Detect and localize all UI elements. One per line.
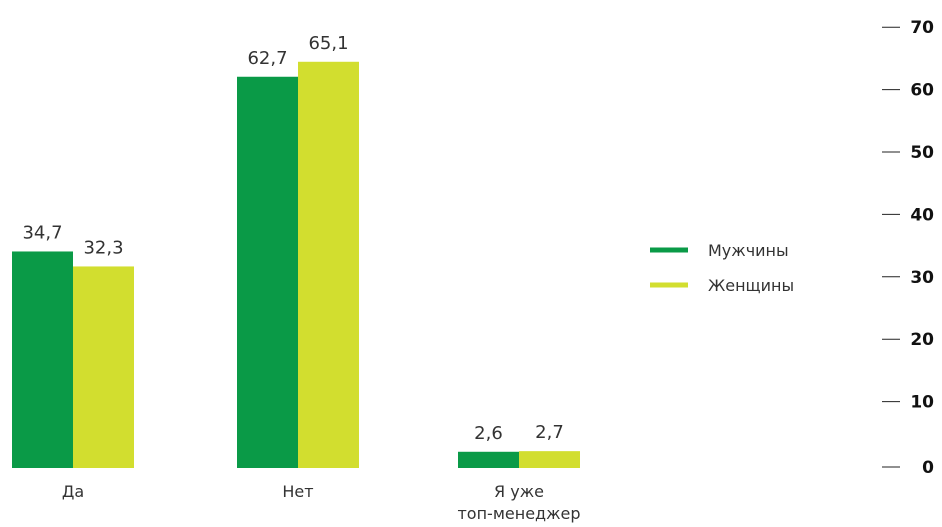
y-tick-label: 40 xyxy=(910,205,934,225)
bar-men-1 xyxy=(237,76,298,468)
y-tick-label: 30 xyxy=(910,268,934,288)
value-label: 62,7 xyxy=(247,48,287,69)
category-label: Я уже xyxy=(494,482,544,501)
legend-label-0: Мужчины xyxy=(708,241,789,260)
y-tick-label: 20 xyxy=(910,330,934,350)
bar-women-1 xyxy=(298,61,359,468)
value-label: 34,7 xyxy=(22,222,62,243)
bar-men-0 xyxy=(12,251,73,468)
value-label: 2,6 xyxy=(474,423,503,444)
bar-women-0 xyxy=(73,266,134,468)
category-label: Да xyxy=(62,482,84,501)
y-tick-label: 70 xyxy=(910,18,934,38)
category-label: Нет xyxy=(282,482,313,501)
bar-women-2 xyxy=(519,451,580,468)
legend-label-1: Женщины xyxy=(708,276,794,295)
y-tick-label: 50 xyxy=(910,143,934,163)
y-tick-label: 60 xyxy=(910,81,934,101)
y-tick-label: 10 xyxy=(910,393,934,413)
legend-swatch-1 xyxy=(650,282,688,288)
value-label: 32,3 xyxy=(83,237,123,258)
value-label: 2,7 xyxy=(535,422,564,443)
value-label: 65,1 xyxy=(308,33,348,54)
y-tick-label: 0 xyxy=(922,458,934,478)
legend-swatch-0 xyxy=(650,247,688,253)
bar-men-2 xyxy=(458,451,519,468)
category-label: топ-менеджер xyxy=(457,504,580,523)
